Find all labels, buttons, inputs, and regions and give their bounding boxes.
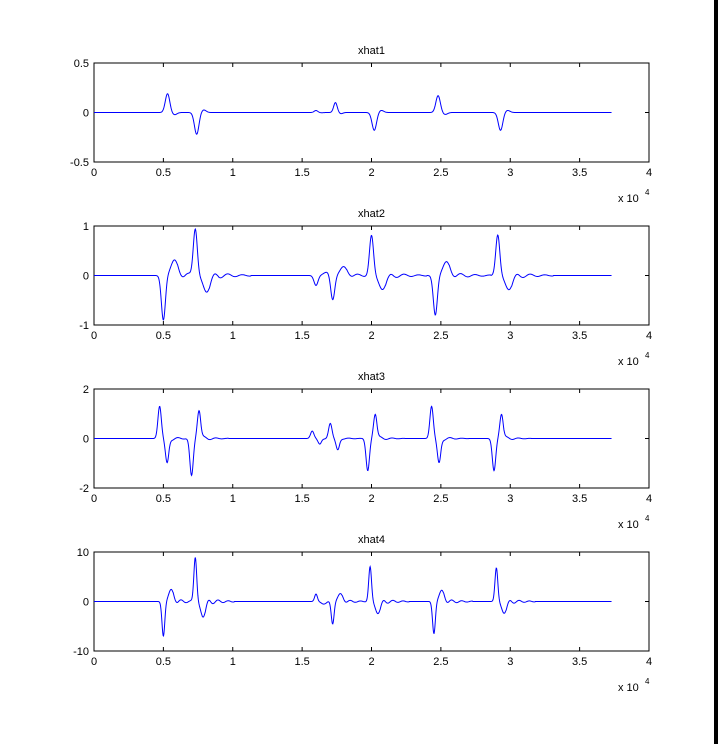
- signal-line: [94, 227, 612, 321]
- window-edge: [714, 0, 718, 744]
- y-tick-label: 0: [83, 434, 89, 446]
- x-tick-label: 2: [368, 656, 374, 668]
- x-tick-label: 1.5: [294, 167, 309, 179]
- x-exponent-label: x 10: [618, 519, 639, 531]
- y-tick-label: 1: [83, 221, 89, 233]
- y-tick-label: -1: [79, 320, 89, 332]
- x-tick-label: 2.5: [433, 656, 448, 668]
- x-tick-label: 0.5: [156, 167, 171, 179]
- y-tick-label: -0.5: [70, 157, 89, 169]
- x-exponent-power: 4: [645, 514, 650, 523]
- x-exponent-label: x 10: [618, 682, 639, 694]
- x-tick-label: 1.5: [294, 330, 309, 342]
- x-tick-label: 4: [646, 167, 652, 179]
- x-tick-label: 3: [507, 330, 513, 342]
- x-tick-label: 2: [368, 330, 374, 342]
- y-tick-label: -10: [73, 646, 89, 658]
- signal-line: [94, 405, 612, 477]
- x-exponent-label: x 10: [618, 193, 639, 205]
- y-tick-label: 2: [83, 384, 89, 396]
- subplot-title: xhat1: [358, 45, 385, 57]
- x-tick-label: 3.5: [572, 493, 587, 505]
- y-tick-label: -2: [79, 483, 89, 495]
- x-tick-label: 0: [91, 656, 97, 668]
- x-tick-label: 0.5: [156, 330, 171, 342]
- x-tick-label: 4: [646, 493, 652, 505]
- y-tick-label: 0: [83, 108, 89, 120]
- x-tick-label: 0: [91, 330, 97, 342]
- x-tick-label: 3: [507, 656, 513, 668]
- x-tick-label: 3.5: [572, 330, 587, 342]
- x-tick-label: 3.5: [572, 167, 587, 179]
- x-tick-label: 0.5: [156, 656, 171, 668]
- y-tick-label: 0: [83, 597, 89, 609]
- x-tick-label: 1: [230, 330, 236, 342]
- x-tick-label: 3.5: [572, 656, 587, 668]
- x-exponent-power: 4: [645, 351, 650, 360]
- x-tick-label: 4: [646, 330, 652, 342]
- x-tick-label: 1: [230, 167, 236, 179]
- x-tick-label: 1.5: [294, 493, 309, 505]
- x-tick-label: 0: [91, 167, 97, 179]
- x-tick-label: 3: [507, 493, 513, 505]
- x-tick-label: 0.5: [156, 493, 171, 505]
- x-tick-label: 1: [230, 656, 236, 668]
- y-tick-label: 0.5: [74, 58, 89, 70]
- subplot-title: xhat2: [358, 208, 385, 220]
- x-tick-label: 4: [646, 656, 652, 668]
- x-tick-label: 2.5: [433, 330, 448, 342]
- x-exponent-power: 4: [645, 677, 650, 686]
- x-tick-label: 1: [230, 493, 236, 505]
- x-tick-label: 2.5: [433, 167, 448, 179]
- subplot-title: xhat3: [358, 371, 385, 383]
- x-tick-label: 2: [368, 493, 374, 505]
- subplot-title: xhat4: [358, 534, 385, 546]
- x-tick-label: 1.5: [294, 656, 309, 668]
- x-tick-label: 2.5: [433, 493, 448, 505]
- x-tick-label: 0: [91, 493, 97, 505]
- signal-line: [94, 557, 612, 637]
- signal-line: [94, 93, 612, 135]
- x-exponent-power: 4: [645, 188, 650, 197]
- y-tick-label: 10: [77, 547, 89, 559]
- x-tick-label: 3: [507, 167, 513, 179]
- x-tick-label: 2: [368, 167, 374, 179]
- y-tick-label: 0: [83, 271, 89, 283]
- x-exponent-label: x 10: [618, 356, 639, 368]
